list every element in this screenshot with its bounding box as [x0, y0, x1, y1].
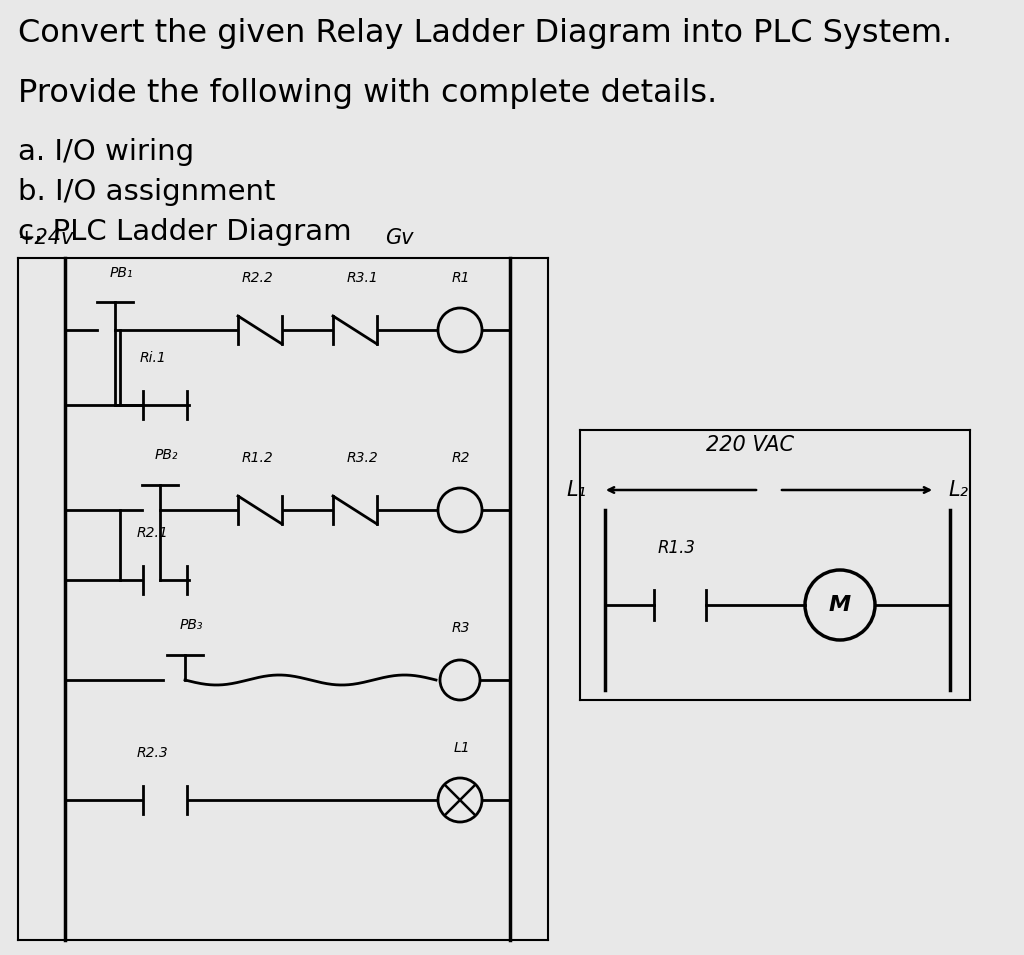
Text: R2.2: R2.2 [242, 271, 273, 285]
Text: PB₃: PB₃ [180, 618, 204, 632]
Text: Gv: Gv [385, 228, 414, 248]
Text: a. I/O wiring: a. I/O wiring [18, 138, 195, 166]
Text: R2.3: R2.3 [137, 746, 169, 760]
Text: L1: L1 [454, 741, 471, 755]
Text: Provide the following with complete details.: Provide the following with complete deta… [18, 78, 717, 109]
Text: Ri.1: Ri.1 [140, 351, 167, 365]
Text: R3.1: R3.1 [347, 271, 379, 285]
Text: R1: R1 [452, 271, 470, 285]
Text: R3: R3 [452, 621, 470, 635]
Text: PB₂: PB₂ [155, 448, 178, 462]
Text: +24v: +24v [18, 228, 75, 248]
Text: R1.3: R1.3 [658, 539, 696, 557]
Text: c. PLC Ladder Diagram: c. PLC Ladder Diagram [18, 218, 351, 246]
Text: b. I/O assignment: b. I/O assignment [18, 178, 275, 206]
Text: 220 VAC: 220 VAC [706, 435, 794, 455]
Text: M: M [829, 595, 851, 615]
Text: R2: R2 [452, 451, 470, 465]
Text: R2.1: R2.1 [137, 526, 169, 540]
Text: R1.2: R1.2 [242, 451, 273, 465]
Text: L₁: L₁ [566, 480, 586, 500]
Text: L₂: L₂ [948, 480, 968, 500]
Text: PB₁: PB₁ [110, 266, 133, 280]
Text: R3.2: R3.2 [347, 451, 379, 465]
Text: Convert the given Relay Ladder Diagram into PLC System.: Convert the given Relay Ladder Diagram i… [18, 18, 952, 49]
